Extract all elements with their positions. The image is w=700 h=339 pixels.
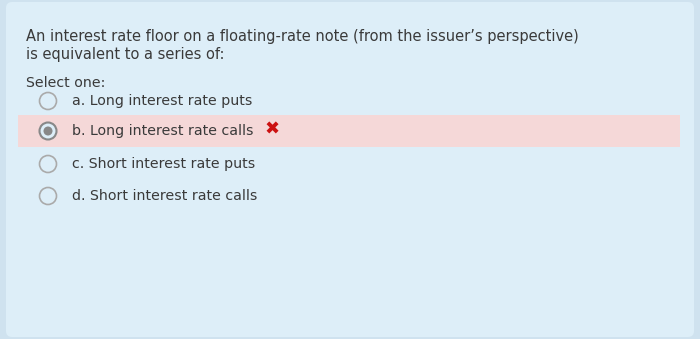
Text: An interest rate floor on a floating-rate note (from the issuer’s perspective): An interest rate floor on a floating-rat…: [26, 29, 579, 44]
Circle shape: [43, 126, 52, 136]
FancyBboxPatch shape: [18, 115, 680, 147]
Text: ✖: ✖: [264, 121, 279, 139]
Circle shape: [39, 156, 57, 173]
Text: c. Short interest rate puts: c. Short interest rate puts: [72, 157, 256, 171]
Text: a. Long interest rate puts: a. Long interest rate puts: [72, 94, 253, 108]
FancyBboxPatch shape: [6, 2, 694, 337]
Text: b. Long interest rate calls: b. Long interest rate calls: [72, 124, 253, 138]
Text: is equivalent to a series of:: is equivalent to a series of:: [26, 47, 225, 62]
Circle shape: [39, 122, 57, 140]
Circle shape: [39, 93, 57, 109]
Text: d. Short interest rate calls: d. Short interest rate calls: [72, 189, 258, 203]
Circle shape: [39, 187, 57, 204]
Text: Select one:: Select one:: [26, 76, 106, 90]
